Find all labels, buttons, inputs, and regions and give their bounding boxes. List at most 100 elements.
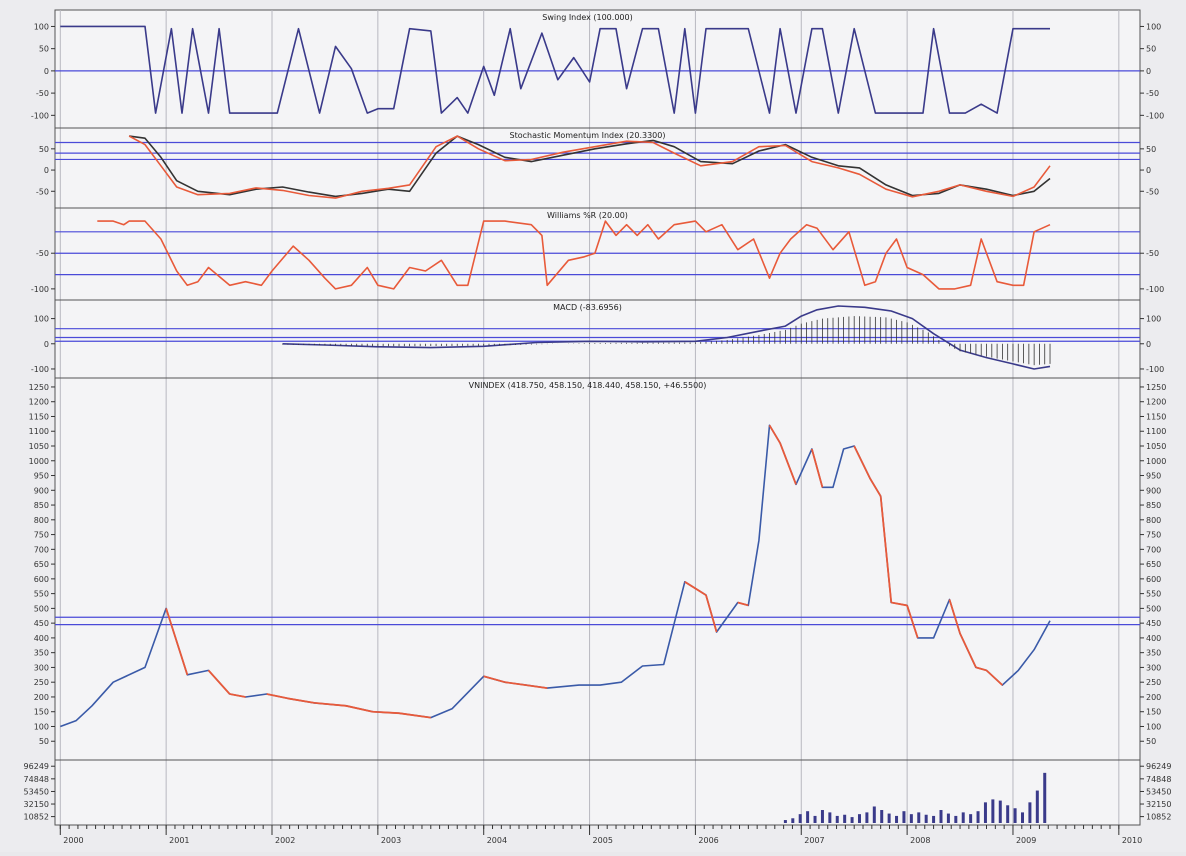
y-tick-label-left-4-19: 300 [34, 663, 49, 672]
y-tick-label-left-4-2: 1150 [29, 412, 49, 421]
macd-histogram [282, 316, 1051, 366]
y-tick-label-left-4-9: 800 [34, 516, 49, 525]
y-tick-label-right-0-0: 100 [1146, 22, 1161, 31]
y-tick-label-left-0-2: 0 [44, 67, 49, 76]
y-tick-label-right-4-0: 1250 [1146, 383, 1166, 392]
y-tick-label-right-4-1: 1200 [1146, 398, 1166, 407]
decline-segment-34 [779, 442, 797, 485]
volume-bar-28 [991, 799, 995, 823]
y-tick-label-right-0-1: 50 [1146, 45, 1156, 54]
volume-bar-5 [820, 810, 824, 823]
decline-segment-14 [372, 710, 400, 715]
y-tick-label-left-0-3: -50 [36, 89, 49, 98]
y-tick-label-right-4-19: 300 [1146, 663, 1161, 672]
decline-segment-11 [287, 697, 315, 704]
y-tick-label-right-4-4: 1050 [1146, 442, 1166, 451]
year-gridlines [59, 10, 1120, 825]
y-tick-label-right-2-0: -50 [1146, 249, 1159, 258]
y-tick-label-left-3-1: 0 [44, 340, 49, 349]
decline-segment-20 [525, 684, 548, 689]
volume-bar-21 [939, 810, 943, 823]
decline-segment-41 [869, 478, 882, 497]
volume-bar-7 [835, 815, 839, 823]
y-tick-label-right-5-2: 53450 [1146, 787, 1171, 796]
y-tick-label-left-4-13: 600 [34, 575, 49, 584]
y-tick-label-left-4-24: 50 [39, 737, 49, 746]
decline-segment-42 [879, 496, 893, 603]
series-line-3-0 [282, 305, 1051, 370]
volume-bar-9 [850, 817, 854, 823]
y-tick-label-left-4-1: 1200 [29, 398, 49, 407]
x-axis: 2000 2001 2002 2003 2004 2005 2006 2007 2008 2009… [59, 825, 1142, 845]
decline-segment-27 [684, 581, 707, 596]
volume-bar-31 [1013, 808, 1017, 823]
volume-bar-22 [946, 813, 950, 823]
y-tick-label-right-3-2: -100 [1146, 365, 1164, 374]
decline-segment-44 [906, 605, 919, 639]
decline-segment-48 [959, 633, 977, 668]
volume-bar-16 [902, 811, 906, 823]
y-tick-label-left-0-1: 50 [39, 45, 49, 54]
decline-segment-10 [266, 693, 289, 700]
y-tick-label-left-1-2: -50 [36, 187, 49, 196]
decline-segment-19 [504, 681, 527, 687]
volume-bar-1 [791, 818, 795, 823]
y-tick-label-right-4-8: 850 [1146, 501, 1161, 510]
panel-title-0: Swing Index (100.000) [542, 13, 632, 22]
volume-bar-23 [954, 815, 958, 823]
y-tick-label-right-4-17: 400 [1146, 634, 1161, 643]
y-tick-label-left-4-16: 450 [34, 619, 49, 628]
y-tick-label-right-1-0: 50 [1146, 145, 1156, 154]
y-tick-label-right-4-15: 500 [1146, 604, 1161, 613]
volume-bar-25 [969, 814, 973, 823]
y-tick-label-right-4-23: 100 [1146, 722, 1161, 731]
panel-2: Williams %R (20.00) -50 -50 -100 -100 [31, 211, 1164, 301]
volume-bar-32 [1021, 812, 1025, 823]
y-tick-label-left-4-6: 950 [34, 472, 49, 481]
x-tick-label-2006: 2006 [698, 836, 718, 845]
x-tick-label-2009: 2009 [1016, 836, 1036, 845]
y-tick-label-right-4-6: 950 [1146, 472, 1161, 481]
y-tick-label-right-4-10: 750 [1146, 531, 1161, 540]
series-line-2-0 [97, 220, 1051, 290]
volume-bar-11 [865, 812, 869, 823]
y-tick-label-left-1-0: 50 [39, 145, 49, 154]
volume-bar-35 [1043, 772, 1047, 823]
volume-bar-4 [813, 815, 817, 823]
y-tick-label-left-4-22: 150 [34, 708, 49, 717]
y-tick-label-left-3-0: 100 [34, 315, 49, 324]
decline-segment-8 [229, 693, 246, 698]
volume-bar-2 [798, 814, 802, 823]
volume-bar-26 [976, 811, 980, 823]
y-tick-label-right-4-16: 450 [1146, 619, 1161, 628]
y-tick-label-right-4-13: 600 [1146, 575, 1161, 584]
x-tick-label-2000: 2000 [63, 836, 83, 845]
y-tick-label-left-5-0: 96249 [24, 762, 49, 771]
y-tick-label-right-4-12: 650 [1146, 560, 1161, 569]
y-tick-label-left-1-1: 0 [44, 166, 49, 175]
x-tick-label-2004: 2004 [487, 836, 507, 845]
decline-segment-5 [165, 608, 189, 676]
y-tick-label-left-4-18: 350 [34, 649, 49, 658]
decline-segment-15 [398, 712, 431, 719]
y-tick-label-right-0-2: 0 [1146, 67, 1151, 76]
panel-title-1: Stochastic Momentum Index (20.3300) [510, 131, 666, 140]
decline-segment-33 [768, 424, 781, 444]
panel-title-2: Williams %R (20.00) [547, 211, 628, 220]
y-tick-label-left-0-4: -100 [31, 111, 49, 120]
y-tick-label-right-4-3: 1100 [1146, 427, 1166, 436]
decline-segment-13 [345, 704, 373, 713]
volume-bar-17 [909, 814, 913, 823]
y-tick-label-right-0-4: -100 [1146, 111, 1164, 120]
x-tick-label-2007: 2007 [804, 836, 824, 845]
y-tick-label-right-5-4: 10852 [1146, 813, 1171, 822]
y-tick-label-right-4-2: 1150 [1146, 412, 1166, 421]
y-tick-label-left-4-23: 100 [34, 722, 49, 731]
y-tick-label-left-4-3: 1100 [29, 427, 49, 436]
y-tick-label-right-4-9: 800 [1146, 516, 1161, 525]
decline-segment-36 [810, 448, 824, 488]
y-tick-label-right-4-7: 900 [1146, 486, 1161, 495]
y-tick-label-right-4-24: 50 [1146, 737, 1156, 746]
